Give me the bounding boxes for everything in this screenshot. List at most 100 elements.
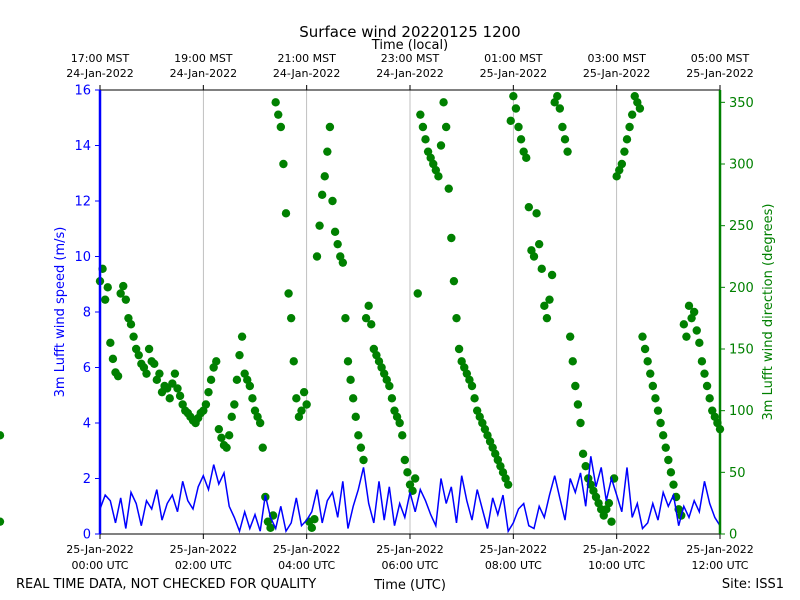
direction-point [651,394,660,403]
direction-point [661,443,670,452]
direction-point [522,153,531,163]
direction-point [222,443,231,452]
direction-point [625,122,634,132]
direction-point [346,375,355,385]
left-tick-label: 0 [83,528,91,543]
direction-point [170,369,180,378]
direction-point [245,381,255,391]
direction-point [155,369,164,378]
top-axis-label: Time (local) [371,38,448,53]
direction-point [286,313,296,323]
bottom-tick-time: 10:00 UTC [588,559,645,572]
top-tick-date: 25-Jan-2022 [480,67,548,80]
direction-point [410,474,420,483]
direction-point [503,480,513,489]
bottom-tick-date: 25-Jan-2022 [273,543,341,556]
direction-point [560,135,570,144]
direction-point [204,387,213,397]
direction-point [224,431,234,440]
direction-point [217,433,226,442]
direction-point [506,116,515,126]
direction-point [695,338,704,348]
direction-point [400,455,410,465]
direction-point [689,307,699,317]
direction-point [361,313,371,323]
direction-point [292,394,301,403]
direction-point [173,384,182,393]
direction-point [281,209,291,218]
direction-point [271,98,280,107]
direction-point [230,400,239,409]
direction-series [0,91,725,533]
top-tick-date: 24-Jan-2022 [273,67,341,80]
direction-point [467,381,477,391]
direction-point [134,350,143,360]
direction-point [656,418,665,428]
right-tick-label: 250 [729,219,754,234]
direction-point [317,190,327,200]
direction-point [441,122,451,132]
direction-point [299,387,309,397]
direction-point [237,332,247,341]
direction-point [165,394,174,403]
left-tick-label: 16 [74,84,91,99]
chart-title: Surface wind 20220125 1200 [299,23,520,41]
bottom-tick-date: 25-Jan-2022 [686,543,754,556]
direction-point [108,354,118,364]
direction-point [255,418,265,428]
bottom-axis-ticks: 25-Jan-2022 00:00 UTC 25-Jan-2022 02:00 UTC… [66,534,754,572]
direction-point [129,332,138,341]
direction-point [333,239,342,249]
top-tick-time: 05:00 MST [691,52,750,65]
direction-point [367,320,376,329]
direction-point [666,468,676,477]
top-tick-time: 17:00 MST [71,52,130,65]
direction-point [640,344,650,354]
left-tick-label: 6 [83,361,91,376]
top-axis-ticks: 17:00 MST 24-Jan-2022 19:00 MST 24-Jan-2022… [66,52,754,90]
direction-point [705,394,714,403]
bottom-tick-time: 12:00 UTC [691,559,748,572]
top-tick-date: 25-Jan-2022 [686,67,754,80]
direction-point [310,515,319,524]
direction-point [620,147,629,156]
direction-point [274,110,283,119]
direction-point [576,418,585,428]
direction-point [545,295,554,304]
left-axis-label: 3m Lufft wind speed (m/s) [53,227,68,398]
direction-point [413,289,422,298]
bottom-tick-time: 00:00 UTC [71,559,128,572]
direction-point [323,147,332,156]
direction-point [511,104,521,113]
bottom-tick-date: 25-Jan-2022 [66,543,134,556]
direction-point [116,289,125,298]
right-tick-label: 350 [729,96,754,111]
direction-point [558,122,567,132]
direction-point [439,98,448,107]
direction-point [638,332,647,341]
direction-point [276,122,286,132]
bottom-tick-date: 25-Jan-2022 [480,543,548,556]
direction-point [212,357,221,366]
direction-point [403,468,412,477]
direction-point [604,498,614,508]
direction-point [646,369,655,378]
direction-point [354,431,363,440]
direction-point [214,424,224,434]
direction-point [684,301,694,311]
direction-point [436,141,446,150]
direction-point [702,381,712,391]
direction-point [206,375,216,385]
direction-point [385,381,394,391]
direction-point [444,184,453,193]
direction-point [348,394,358,403]
direction-point [553,91,562,101]
left-tick-label: 4 [83,417,91,432]
top-tick-time: 19:00 MST [174,52,233,65]
direction-point [537,264,546,274]
direction-point [387,394,397,403]
direction-point [418,122,428,132]
direction-point [547,270,557,280]
direction-point [338,258,348,267]
direction-point [398,431,407,440]
